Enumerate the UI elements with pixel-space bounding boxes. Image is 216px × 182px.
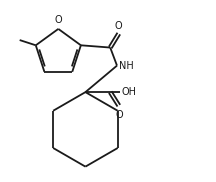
- Text: O: O: [115, 110, 123, 120]
- Text: O: O: [54, 15, 62, 25]
- Text: NH: NH: [119, 61, 133, 71]
- Text: O: O: [115, 21, 123, 31]
- Text: OH: OH: [121, 87, 136, 97]
